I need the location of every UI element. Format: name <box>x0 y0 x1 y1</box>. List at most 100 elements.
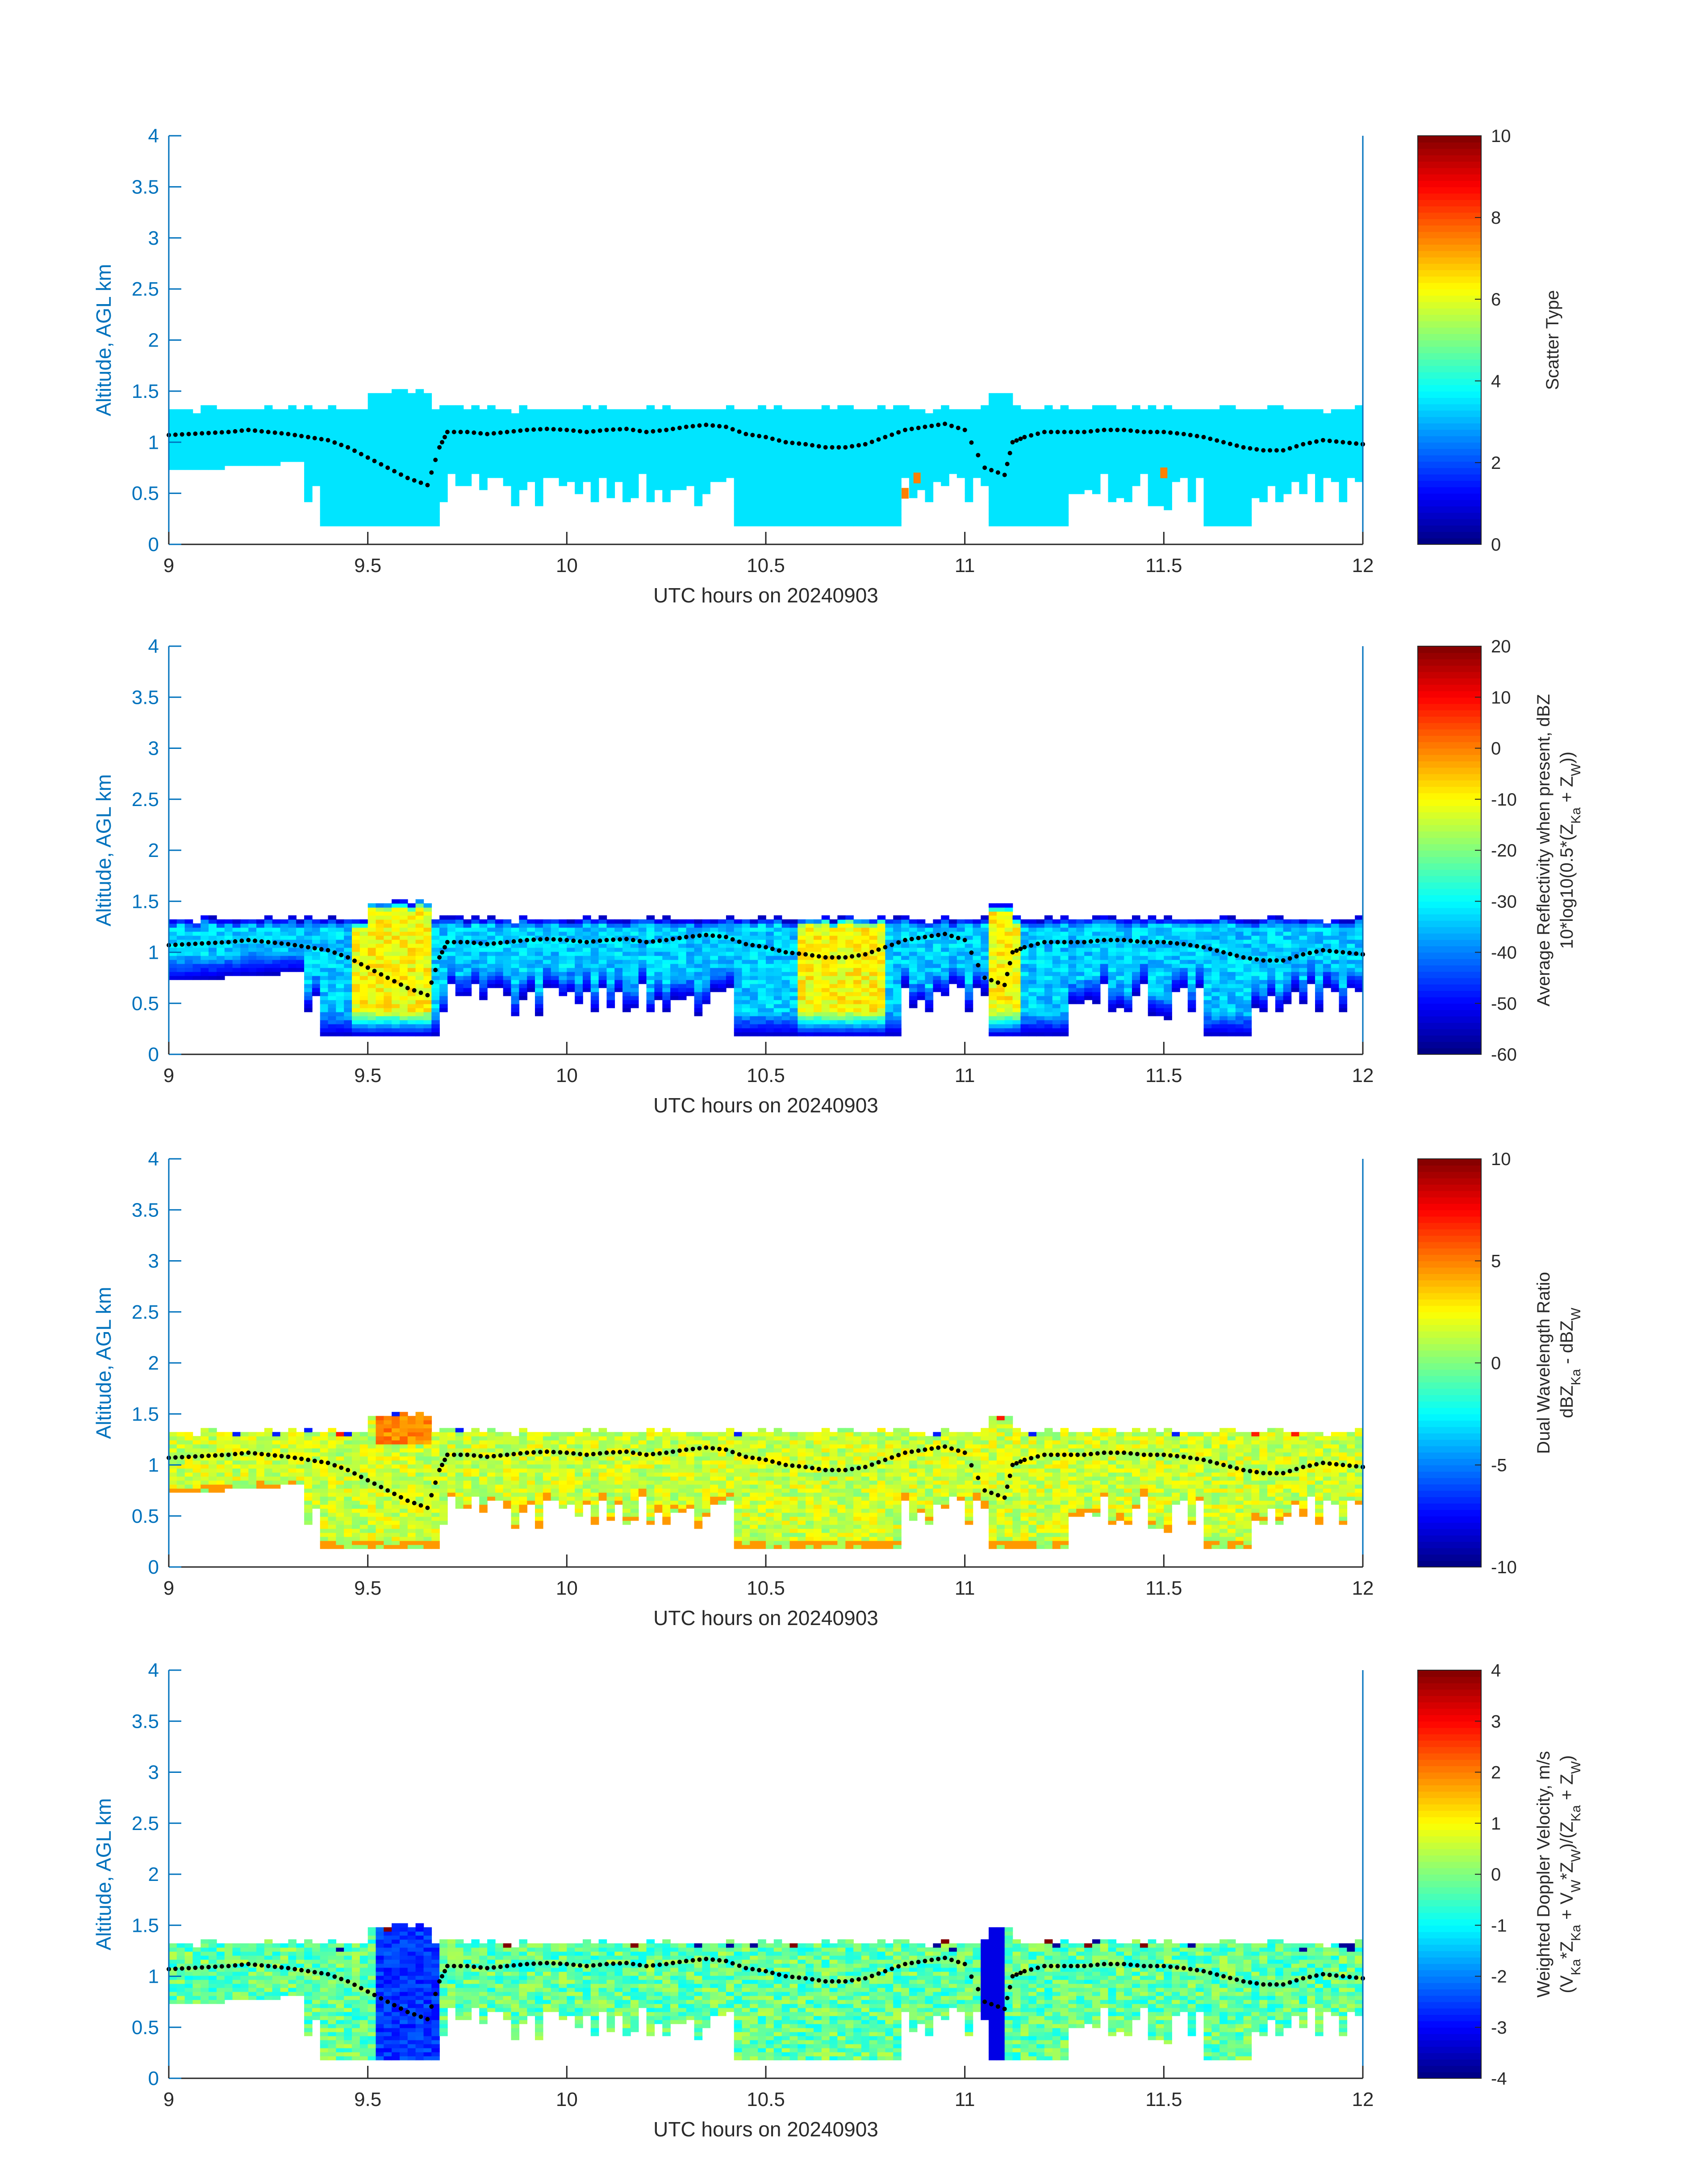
heatmap-cell <box>821 433 830 438</box>
heatmap-cell <box>479 465 488 470</box>
heatmap-cell <box>1355 429 1363 434</box>
heatmap-cell <box>471 951 480 956</box>
heatmap-cell <box>479 457 488 462</box>
heatmap-cell <box>575 445 583 450</box>
heatmap-cell <box>845 433 854 438</box>
heatmap-cell <box>551 927 560 932</box>
heatmap-cell <box>598 433 607 438</box>
heatmap-cell <box>1355 469 1363 474</box>
heatmap-cell <box>495 927 504 932</box>
heatmap-cell <box>622 441 631 446</box>
heatmap-cell <box>400 1032 408 1036</box>
heatmap-cell <box>527 947 535 952</box>
heatmap-cell <box>272 963 281 968</box>
heatmap-cell <box>559 987 568 992</box>
heatmap-cell <box>1116 445 1124 450</box>
heatmap-cell <box>575 999 583 1004</box>
heatmap-cell <box>487 465 496 470</box>
heatmap-cell <box>742 421 751 426</box>
heatmap-cell <box>789 465 798 470</box>
heatmap-cell <box>439 991 448 996</box>
heatmap-cell <box>304 429 313 434</box>
heatmap-cell <box>376 401 384 406</box>
heatmap-cell <box>917 453 926 458</box>
heatmap-cell <box>710 417 718 422</box>
heatmap-cell <box>423 493 432 498</box>
heatmap-cell <box>336 939 344 944</box>
heatmap-cell <box>336 1028 344 1032</box>
heatmap-cell <box>1259 421 1268 426</box>
heatmap-cell <box>455 951 464 956</box>
heatmap-cell <box>1315 421 1324 426</box>
heatmap-cell <box>415 943 424 948</box>
heatmap-cell <box>766 441 774 446</box>
heatmap-cell <box>264 421 273 426</box>
heatmap-cell <box>384 473 392 478</box>
heatmap-cell <box>1211 510 1220 514</box>
heatmap-cell <box>217 437 225 442</box>
cloud-base-dot <box>618 427 622 432</box>
colorbar-step <box>1418 448 1481 455</box>
heatmap-cell <box>352 429 360 434</box>
heatmap-cell <box>559 481 568 486</box>
heatmap-cell <box>1291 409 1300 414</box>
heatmap-cell <box>575 987 583 992</box>
heatmap-cell <box>1116 485 1124 490</box>
heatmap-cell <box>392 421 400 426</box>
heatmap-cell <box>1052 437 1061 442</box>
heatmap-cell <box>336 453 344 458</box>
heatmap-cell <box>583 477 591 482</box>
heatmap-cell <box>439 421 448 426</box>
heatmap-cell <box>1180 469 1188 474</box>
heatmap-cell <box>248 959 257 964</box>
heatmap-cell <box>352 919 360 924</box>
heatmap-cell <box>734 489 743 494</box>
heatmap-cell <box>176 409 185 414</box>
heatmap-cell <box>622 421 631 426</box>
heatmap-cell <box>463 437 472 442</box>
heatmap-cell <box>415 518 424 522</box>
heatmap-cell <box>1243 461 1252 466</box>
heatmap-cell <box>766 473 774 478</box>
heatmap-cell <box>678 461 687 466</box>
heatmap-cell <box>1339 477 1348 482</box>
heatmap-cell <box>1036 453 1045 458</box>
heatmap-cell <box>352 417 360 422</box>
heatmap-cell <box>519 417 527 422</box>
heatmap-cell <box>367 995 376 1000</box>
heatmap-cell <box>1283 489 1292 494</box>
heatmap-cell <box>384 425 392 430</box>
heatmap-cell <box>400 429 408 434</box>
heatmap-cell <box>304 1007 313 1012</box>
heatmap-cell <box>1060 514 1069 518</box>
heatmap-cell <box>1195 417 1204 422</box>
heatmap-cell <box>487 971 496 976</box>
heatmap-cell <box>352 409 360 414</box>
heatmap-cell <box>415 413 424 418</box>
heatmap-cell <box>1020 497 1029 502</box>
heatmap-cell <box>1116 421 1124 426</box>
heatmap-cell <box>479 983 488 988</box>
heatmap-cell <box>1331 433 1340 438</box>
cloud-base-dot <box>876 437 881 442</box>
heatmap-cell <box>415 975 424 980</box>
heatmap-cell <box>415 947 424 952</box>
heatmap-cell <box>837 461 846 466</box>
heatmap-cell <box>455 457 464 462</box>
heatmap-cell <box>1108 445 1117 450</box>
heatmap-cell <box>184 441 193 446</box>
heatmap-cell <box>248 931 257 936</box>
heatmap-cell <box>384 510 392 514</box>
heatmap-cell <box>224 441 233 446</box>
heatmap-cell <box>495 469 504 474</box>
heatmap-cell <box>392 899 400 904</box>
heatmap-cell <box>1267 453 1276 458</box>
heatmap-cell <box>407 469 416 474</box>
heatmap-cell <box>439 445 448 450</box>
heatmap-cell <box>949 429 957 434</box>
heatmap-cell <box>328 1028 337 1032</box>
heatmap-cell <box>1275 429 1284 434</box>
heatmap-cell <box>543 433 551 438</box>
heatmap-cell <box>407 1032 416 1036</box>
heatmap-cell <box>662 409 671 414</box>
